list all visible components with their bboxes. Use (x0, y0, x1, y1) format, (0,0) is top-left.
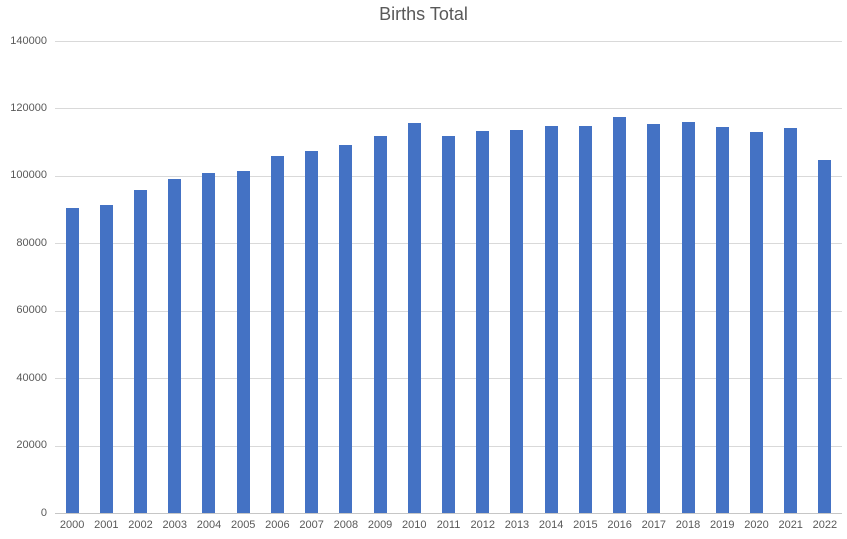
bar-2019 (715, 126, 729, 513)
gridline-140000 (55, 41, 842, 42)
x-tick-label-2014: 2014 (538, 519, 564, 531)
bar-cell-2002 (123, 41, 157, 513)
bar-2008 (339, 144, 353, 513)
bar-2010 (407, 123, 421, 513)
bar-2017 (647, 123, 661, 513)
bar-cell-2005 (226, 41, 260, 513)
bar-cell-2022 (808, 41, 842, 513)
bar-2018 (681, 122, 695, 513)
bar-2022 (818, 159, 832, 513)
x-axis-labels: 2000 2001 2002 2003 2004 2005 2006 2007 2008 2009… (55, 519, 842, 531)
x-tick-label-2005: 2005 (230, 519, 256, 531)
x-tick-label-2006: 2006 (265, 519, 290, 531)
x-tick-label-2013: 2013 (504, 519, 530, 531)
y-tick-label-60000: 60000 (16, 304, 47, 317)
bar-2005 (236, 171, 250, 513)
y-tick-label-20000: 20000 (16, 439, 47, 452)
bar-cell-2004 (192, 41, 226, 513)
x-tick-label-2010: 2010 (402, 519, 427, 531)
bar-2014 (544, 125, 558, 513)
bar-cell-2020 (739, 41, 773, 513)
chart-title: Births Total (379, 4, 468, 24)
x-axis-line (55, 513, 842, 514)
bar-cell-2003 (158, 41, 192, 513)
bar-2016 (613, 117, 627, 513)
x-tick-label-2000: 2000 (59, 519, 85, 531)
bar-2011 (442, 136, 456, 513)
bar-2006 (270, 155, 284, 513)
y-tick-label-80000: 80000 (16, 236, 47, 249)
bar-2021 (784, 127, 798, 513)
bar-series (55, 41, 842, 513)
plot-area (55, 41, 842, 514)
y-axis-labels: 0 20000 40000 60000 80000 100000 120000 140000 (0, 0, 47, 539)
bar-cell-2008 (329, 41, 363, 513)
bar-cell-2014 (534, 41, 568, 513)
x-tick-label-2003: 2003 (162, 519, 187, 531)
x-tick-label-2004: 2004 (196, 519, 222, 531)
bar-2009 (373, 136, 387, 513)
bar-cell-2019 (705, 41, 739, 513)
bar-cell-2007 (295, 41, 329, 513)
x-tick-label-2007: 2007 (299, 519, 324, 531)
y-tick-label-100000: 100000 (10, 169, 47, 182)
bar-cell-2012 (466, 41, 500, 513)
bar-2000 (65, 208, 79, 513)
bar-2020 (749, 131, 763, 513)
bar-cell-2016 (603, 41, 637, 513)
bar-2015 (578, 125, 592, 513)
bar-2001 (99, 204, 113, 513)
x-tick-label-2009: 2009 (367, 519, 393, 531)
bar-cell-2009 (363, 41, 397, 513)
bar-2004 (202, 172, 216, 513)
x-tick-label-2017: 2017 (641, 519, 667, 531)
x-tick-label-2008: 2008 (333, 519, 359, 531)
bar-2012 (476, 131, 490, 513)
bar-cell-2021 (774, 41, 808, 513)
x-tick-label-2011: 2011 (436, 519, 461, 531)
y-tick-label-120000: 120000 (10, 101, 47, 114)
x-tick-label-2015: 2015 (573, 519, 598, 531)
x-tick-label-2002: 2002 (128, 519, 153, 531)
bar-cell-2013 (500, 41, 534, 513)
y-tick-label-0: 0 (40, 506, 47, 519)
x-tick-label-2020: 2020 (744, 519, 769, 531)
bar-cell-2010 (397, 41, 431, 513)
bar-cell-2006 (260, 41, 294, 513)
y-tick-label-40000: 40000 (16, 371, 47, 384)
y-tick-label-140000: 140000 (10, 34, 47, 47)
bar-cell-2017 (637, 41, 671, 513)
x-tick-label-2019: 2019 (710, 519, 735, 531)
bar-cell-2015 (568, 41, 602, 513)
x-tick-label-2018: 2018 (675, 519, 701, 531)
bar-2007 (305, 150, 319, 513)
bar-2003 (168, 178, 182, 513)
gridline-120000 (55, 108, 842, 110)
bar-cell-2001 (89, 41, 123, 513)
bar-cell-2018 (671, 41, 705, 513)
x-tick-label-2021: 2021 (778, 519, 803, 531)
x-tick-label-2022: 2022 (812, 519, 838, 531)
bar-cell-2000 (55, 41, 89, 513)
bar-2002 (134, 189, 148, 513)
bar-2013 (510, 130, 524, 513)
x-tick-label-2001: 2001 (94, 519, 119, 531)
bar-cell-2011 (431, 41, 465, 513)
x-tick-label-2016: 2016 (607, 519, 632, 531)
x-tick-label-2012: 2012 (470, 519, 495, 531)
